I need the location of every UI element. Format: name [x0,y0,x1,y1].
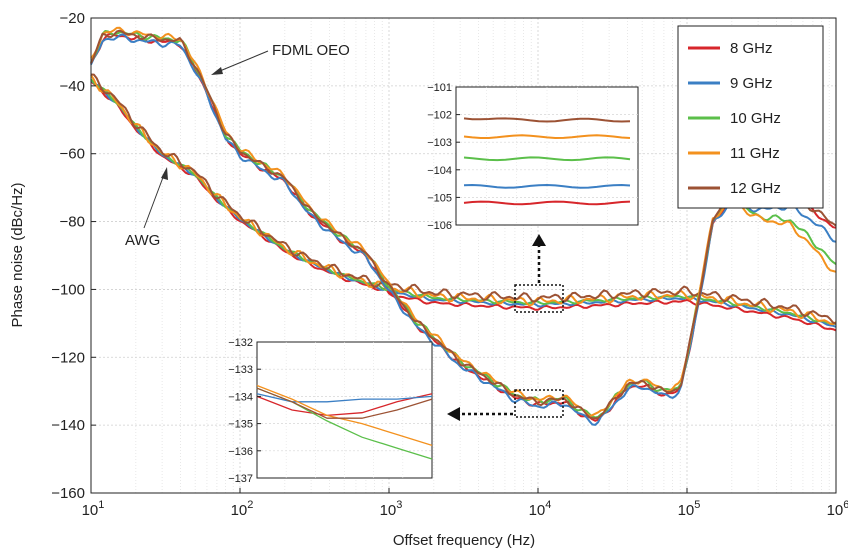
legend-label: 11 GHz [730,145,780,162]
line-awg-12ghz [90,73,837,325]
inset-tick-label: −101 [427,82,452,94]
inset-upper: −101 −102 −103 −104 −105 −106 [427,82,639,232]
legend-label: 10 GHz [730,110,781,127]
y-tick-label: −140 [51,417,85,434]
inset-tick-label: −136 [228,446,253,458]
y-tick-label: −80 [60,214,85,231]
y-axis: −20 −40 −60 −80 −100 −120 −140 −160 [51,10,96,502]
y-tick-label: −60 [60,146,85,163]
y-tick-label: −120 [51,349,85,366]
plot-frame [90,17,837,494]
y-tick-label: −100 [51,281,85,298]
inset-tick-label: −102 [427,110,452,122]
zoom-box-awg [514,284,564,313]
y-tick-label: −160 [51,485,85,502]
x-tick-label: 106 [827,499,848,519]
line-oeo-12ghz [90,29,837,420]
x-tick-label: 105 [678,499,701,519]
inset-tick-label: −103 [427,137,452,149]
annotation-fdml-oeo: FDML OEO [272,42,350,59]
inset-upper-line [463,134,631,140]
annotation-fdml-arrow [214,50,269,74]
inset-upper-line [463,156,631,162]
inset-tick-label: −132 [228,337,253,349]
annotation-awg-arrow [143,171,166,229]
y-tick-label: −40 [60,78,85,95]
zoom-box-oeo [514,389,564,418]
x-axis-label: Offset frequency (Hz) [393,532,535,549]
legend: 8 GHz 9 GHz 10 GHz 11 GHz 12 GHz [677,25,824,209]
x-tick-label: 102 [231,499,254,519]
inset-lower-line [256,384,433,447]
inset-upper-line [463,183,631,189]
inset-upper-line [463,200,631,206]
x-tick-label: 103 [380,499,403,519]
inset-tick-label: −106 [427,220,452,232]
x-axis: 101 102 103 104 105 106 [82,488,848,519]
inset-tick-label: −134 [228,391,253,403]
y-tick-label: −20 [60,10,85,27]
legend-label: 8 GHz [730,40,773,57]
inset-tick-label: −104 [427,165,452,177]
zoom-arrowhead-lower-icon [447,407,460,421]
inset-lower-line [256,393,433,417]
legend-box [677,25,824,209]
zoom-arrowhead-upper-icon [532,234,546,246]
x-tick-label: 104 [529,499,552,519]
inset-tick-label: −133 [228,364,253,376]
inset-upper-line [463,117,631,123]
inset-lower: −132 −133 −134 −135 −136 −137 [228,337,433,485]
x-tick-label: 101 [82,499,105,519]
main-plot-lines [90,26,837,426]
legend-label: 12 GHz [730,180,781,197]
legend-label: 9 GHz [730,75,773,92]
annotation-fdml-arrowhead-icon [211,67,223,75]
inset-tick-label: −105 [427,192,452,204]
inset-lower-line [256,393,433,403]
annotation-awg: AWG [125,232,160,249]
y-axis-label: Phase noise (dBc/Hz) [9,182,26,327]
annotation-awg-arrowhead-icon [161,167,168,180]
inset-lower-line [256,387,433,419]
inset-tick-label: −137 [228,473,253,485]
inset-tick-label: −135 [228,419,253,431]
line-awg-11ghz [90,74,837,326]
